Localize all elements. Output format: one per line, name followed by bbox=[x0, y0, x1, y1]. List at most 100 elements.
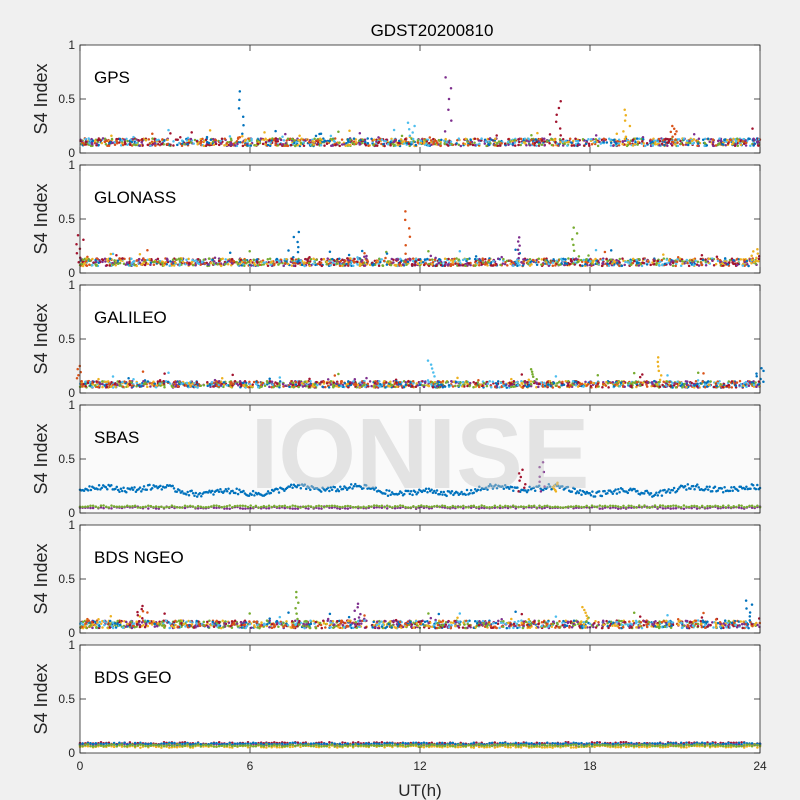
data-point bbox=[365, 376, 368, 380]
data-point bbox=[581, 138, 585, 141]
data-point bbox=[389, 144, 392, 147]
data-point bbox=[272, 263, 276, 267]
data-point bbox=[198, 491, 202, 495]
data-point bbox=[718, 137, 721, 140]
data-point bbox=[98, 138, 101, 141]
data-point bbox=[315, 258, 318, 261]
data-point bbox=[397, 263, 401, 266]
data-point bbox=[352, 383, 356, 386]
data-point bbox=[309, 258, 313, 261]
data-point bbox=[714, 144, 718, 147]
data-point bbox=[483, 142, 487, 145]
data-point bbox=[138, 261, 142, 265]
data-point bbox=[300, 382, 304, 385]
data-point bbox=[189, 137, 193, 141]
data-point bbox=[278, 142, 282, 146]
data-point bbox=[736, 137, 739, 140]
data-point bbox=[563, 262, 567, 265]
data-point bbox=[477, 385, 481, 389]
data-point bbox=[283, 262, 287, 265]
data-point bbox=[567, 379, 570, 383]
data-point bbox=[191, 258, 194, 262]
data-point bbox=[435, 139, 438, 143]
data-point bbox=[77, 373, 80, 377]
data-point bbox=[118, 141, 121, 144]
data-point bbox=[616, 140, 619, 143]
data-point bbox=[236, 137, 240, 141]
data-point bbox=[247, 137, 250, 140]
data-point bbox=[709, 380, 712, 383]
data-point bbox=[367, 144, 370, 148]
data-point bbox=[111, 263, 115, 266]
data-point bbox=[202, 139, 206, 143]
data-point bbox=[473, 264, 477, 268]
data-point bbox=[228, 135, 232, 138]
data-point bbox=[750, 258, 754, 262]
data-point bbox=[191, 385, 195, 388]
data-point bbox=[296, 143, 300, 147]
data-point bbox=[378, 257, 381, 261]
data-point bbox=[432, 142, 435, 146]
data-point bbox=[428, 136, 432, 139]
data-point bbox=[651, 140, 654, 144]
data-point bbox=[314, 263, 317, 267]
data-point bbox=[439, 263, 443, 267]
data-point bbox=[76, 233, 80, 237]
data-point bbox=[484, 140, 488, 143]
data-point bbox=[593, 141, 596, 144]
data-point bbox=[499, 381, 503, 385]
data-point bbox=[403, 218, 407, 222]
data-point bbox=[91, 139, 95, 143]
data-point bbox=[395, 141, 398, 144]
data-point bbox=[572, 226, 575, 229]
data-point bbox=[439, 142, 442, 145]
data-point bbox=[702, 372, 705, 375]
data-point bbox=[124, 263, 128, 266]
data-point bbox=[513, 141, 517, 144]
data-point bbox=[111, 252, 115, 256]
data-point bbox=[316, 139, 320, 142]
data-point bbox=[690, 381, 693, 385]
data-point bbox=[316, 262, 320, 266]
data-point bbox=[658, 385, 662, 389]
data-point bbox=[656, 259, 660, 263]
data-point bbox=[487, 140, 490, 143]
data-point bbox=[739, 383, 743, 386]
data-point bbox=[75, 376, 79, 380]
data-point bbox=[537, 260, 540, 264]
data-point bbox=[535, 140, 539, 144]
data-point bbox=[434, 256, 437, 260]
data-point bbox=[472, 380, 475, 384]
data-point bbox=[711, 144, 715, 148]
data-point bbox=[119, 144, 123, 147]
data-point bbox=[360, 260, 363, 263]
data-point bbox=[501, 380, 505, 383]
data-point bbox=[601, 382, 605, 386]
data-point bbox=[550, 382, 553, 385]
data-point bbox=[726, 138, 729, 142]
data-point bbox=[180, 490, 184, 493]
data-point bbox=[730, 143, 734, 146]
data-point bbox=[138, 486, 142, 489]
data-point bbox=[463, 257, 467, 261]
data-point bbox=[715, 255, 719, 259]
data-point bbox=[348, 129, 351, 133]
data-point bbox=[433, 381, 437, 384]
data-point bbox=[193, 494, 196, 498]
data-point bbox=[526, 380, 529, 384]
data-point bbox=[660, 142, 664, 146]
data-point bbox=[297, 230, 301, 234]
data-point bbox=[505, 259, 509, 263]
data-point bbox=[387, 384, 390, 388]
data-point bbox=[146, 385, 149, 389]
data-point bbox=[335, 382, 339, 386]
data-point bbox=[250, 264, 253, 267]
data-point bbox=[540, 258, 544, 261]
data-point bbox=[762, 369, 765, 373]
data-point bbox=[458, 250, 462, 253]
data-point bbox=[144, 138, 148, 142]
data-point bbox=[587, 254, 590, 257]
data-point bbox=[322, 258, 326, 261]
data-point bbox=[303, 261, 306, 264]
data-point bbox=[132, 135, 135, 139]
